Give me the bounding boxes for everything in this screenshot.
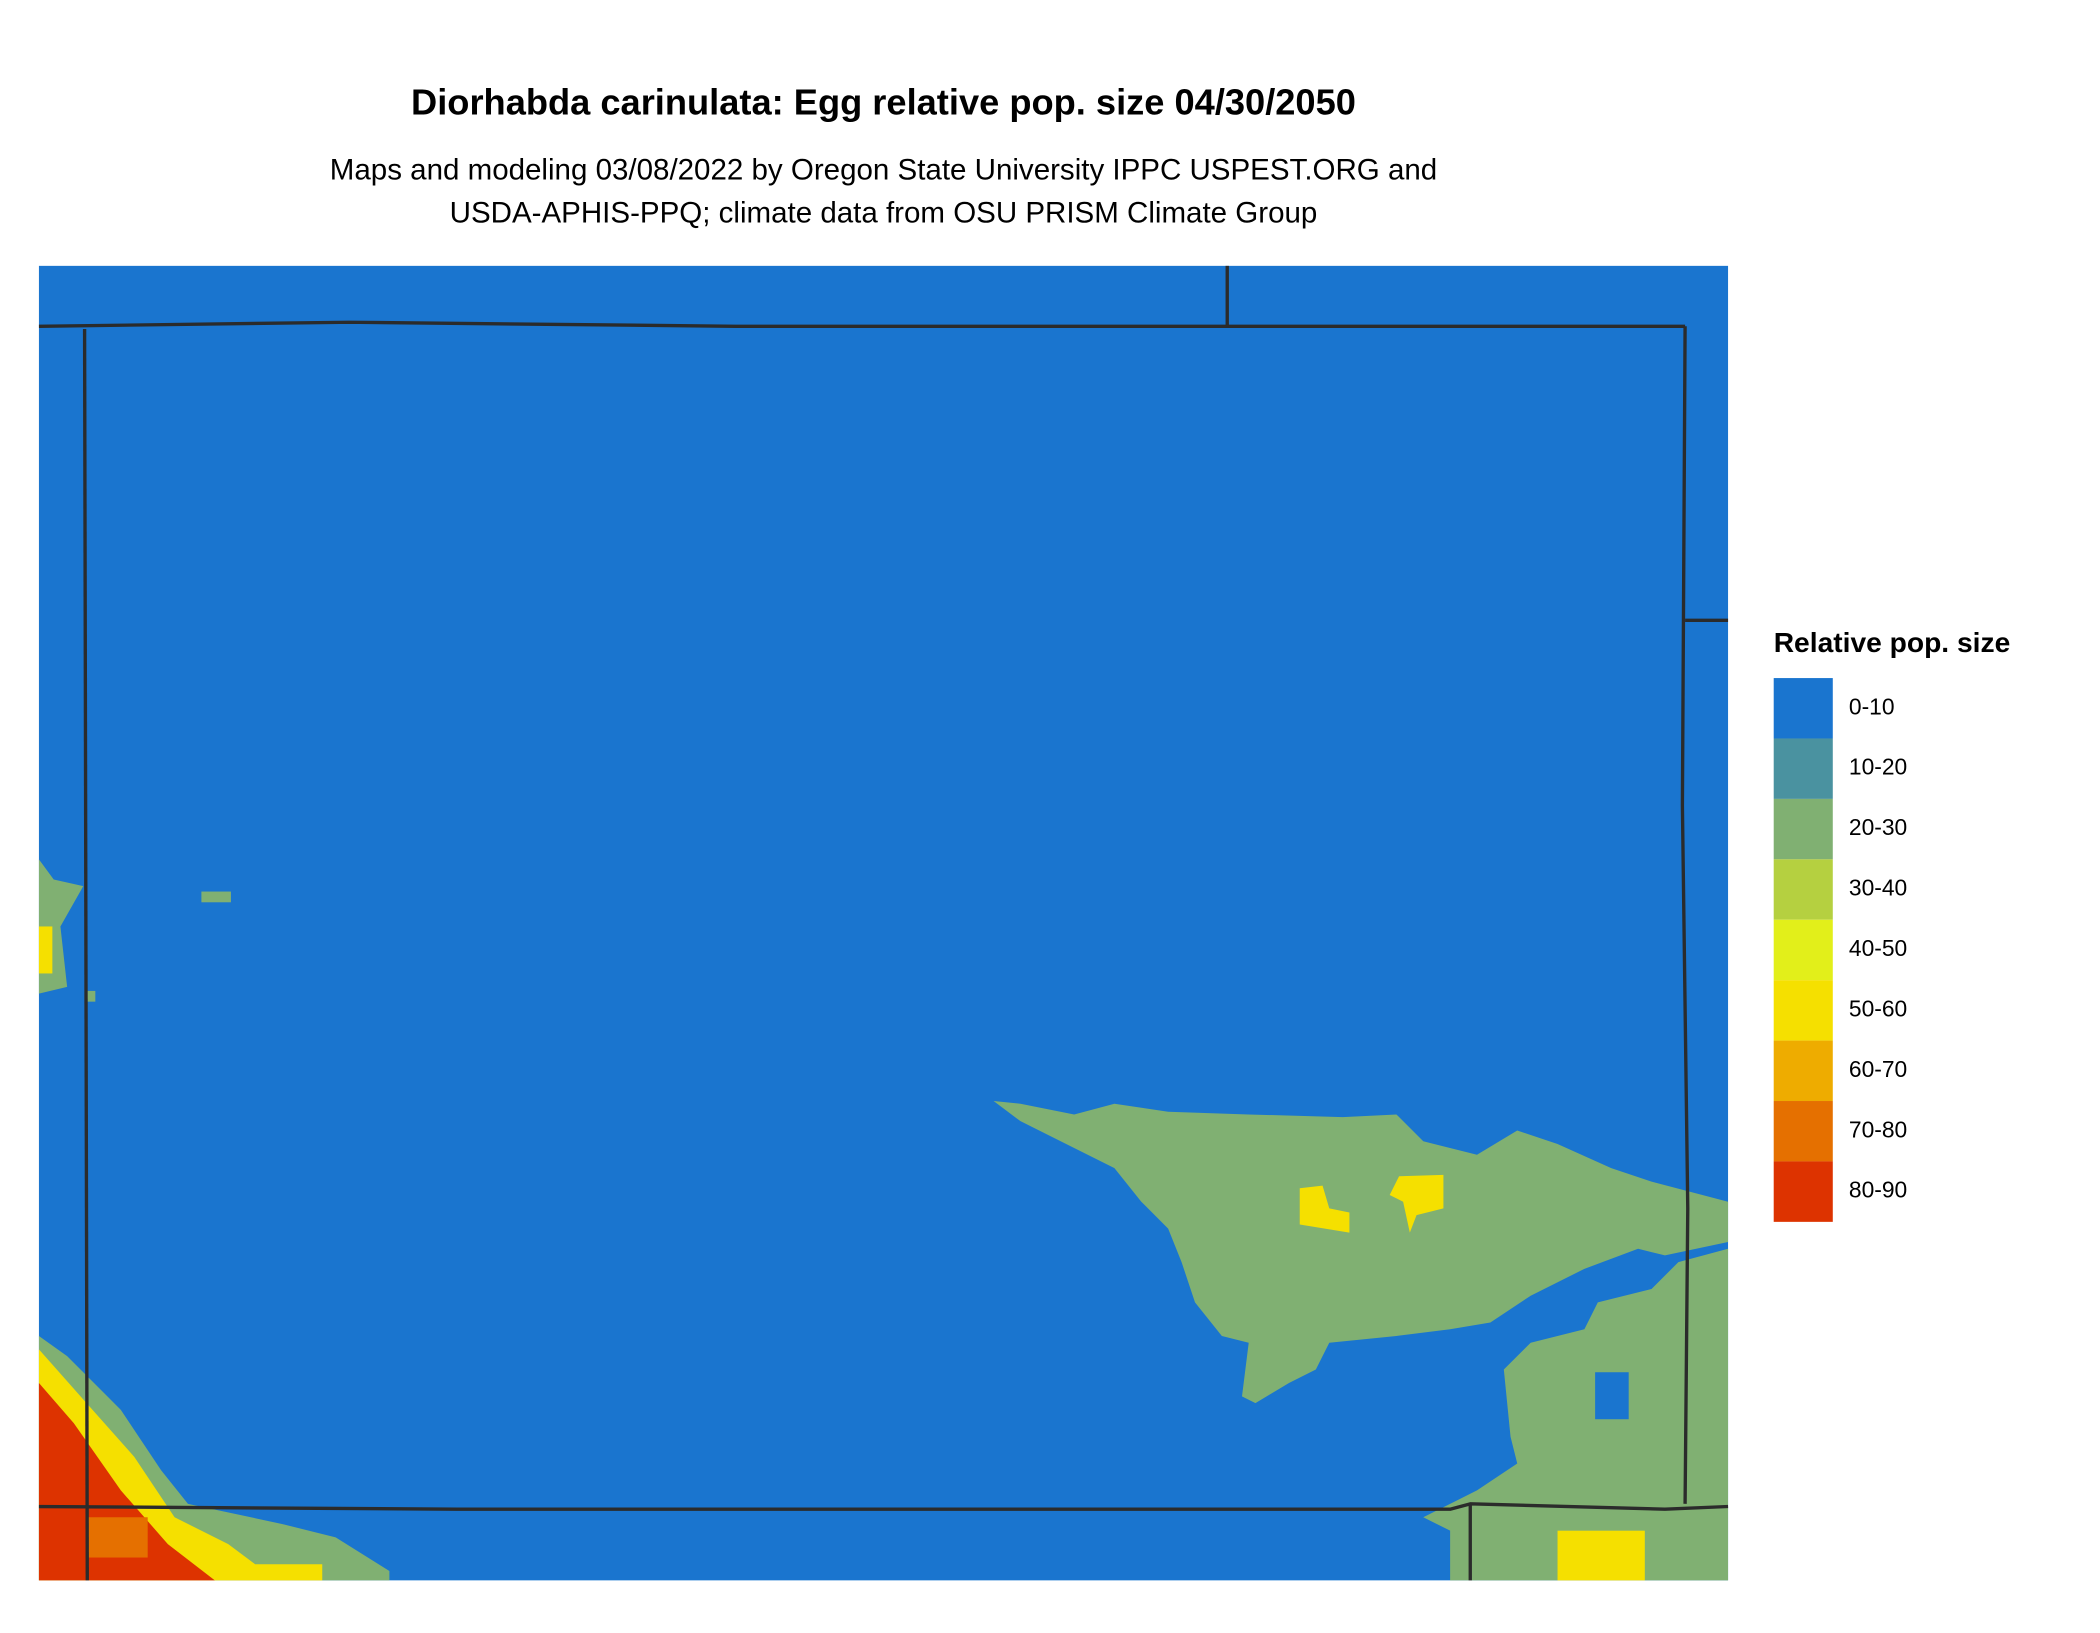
legend: Relative pop. size 0-10 10-20 20-30 30-40 40…	[1773, 626, 2011, 1222]
legend-swatch	[1773, 980, 1833, 1041]
region	[201, 891, 231, 903]
legend-swatch	[1773, 738, 1833, 799]
legend-label: 0-10	[1849, 693, 1895, 719]
legend-swatch	[1773, 919, 1833, 981]
map-background	[38, 265, 1729, 1581]
legend-label: 40-50	[1849, 935, 1907, 961]
legend-label: 50-60	[1849, 995, 1907, 1021]
title: Diorhabda carinulata: Egg relative pop. …	[411, 81, 1356, 122]
region	[84, 990, 96, 1002]
legend-swatch	[1773, 678, 1833, 739]
state-border	[38, 320, 1686, 328]
region	[87, 1517, 148, 1558]
legend-label: 20-30	[1849, 814, 1907, 840]
legend-label: 30-40	[1849, 875, 1907, 901]
legend-swatch	[1773, 1040, 1833, 1102]
subtitle: USDA-APHIS-PPQ; climate data from OSU PR…	[450, 197, 1318, 230]
subtitle: Maps and modeling 03/08/2022 by Oregon S…	[330, 154, 1437, 187]
legend-title: Relative pop. size	[1774, 626, 2011, 658]
legend-swatch	[1773, 1101, 1833, 1162]
region	[1299, 1185, 1350, 1233]
legend-label: 80-90	[1849, 1177, 1907, 1203]
figure-group: Diorhabda carinulata: Egg relative pop. …	[38, 81, 2011, 1581]
region	[1423, 1248, 1729, 1581]
legend-label: 10-20	[1849, 754, 1907, 780]
region	[1389, 1174, 1444, 1233]
region	[1595, 1372, 1629, 1420]
state-border	[38, 1502, 1729, 1511]
legend-swatch	[1773, 1161, 1833, 1222]
legend-label: 70-80	[1849, 1116, 1907, 1142]
region	[993, 1101, 1729, 1404]
state-border	[82, 328, 89, 1581]
region	[1557, 1530, 1645, 1581]
region	[38, 926, 53, 974]
legend-swatch	[1773, 798, 1833, 860]
legend-label: 60-70	[1849, 1056, 1907, 1082]
map	[38, 265, 1729, 1581]
legend-swatch	[1773, 859, 1833, 920]
region	[38, 1382, 215, 1581]
state-border	[1680, 326, 1690, 1504]
